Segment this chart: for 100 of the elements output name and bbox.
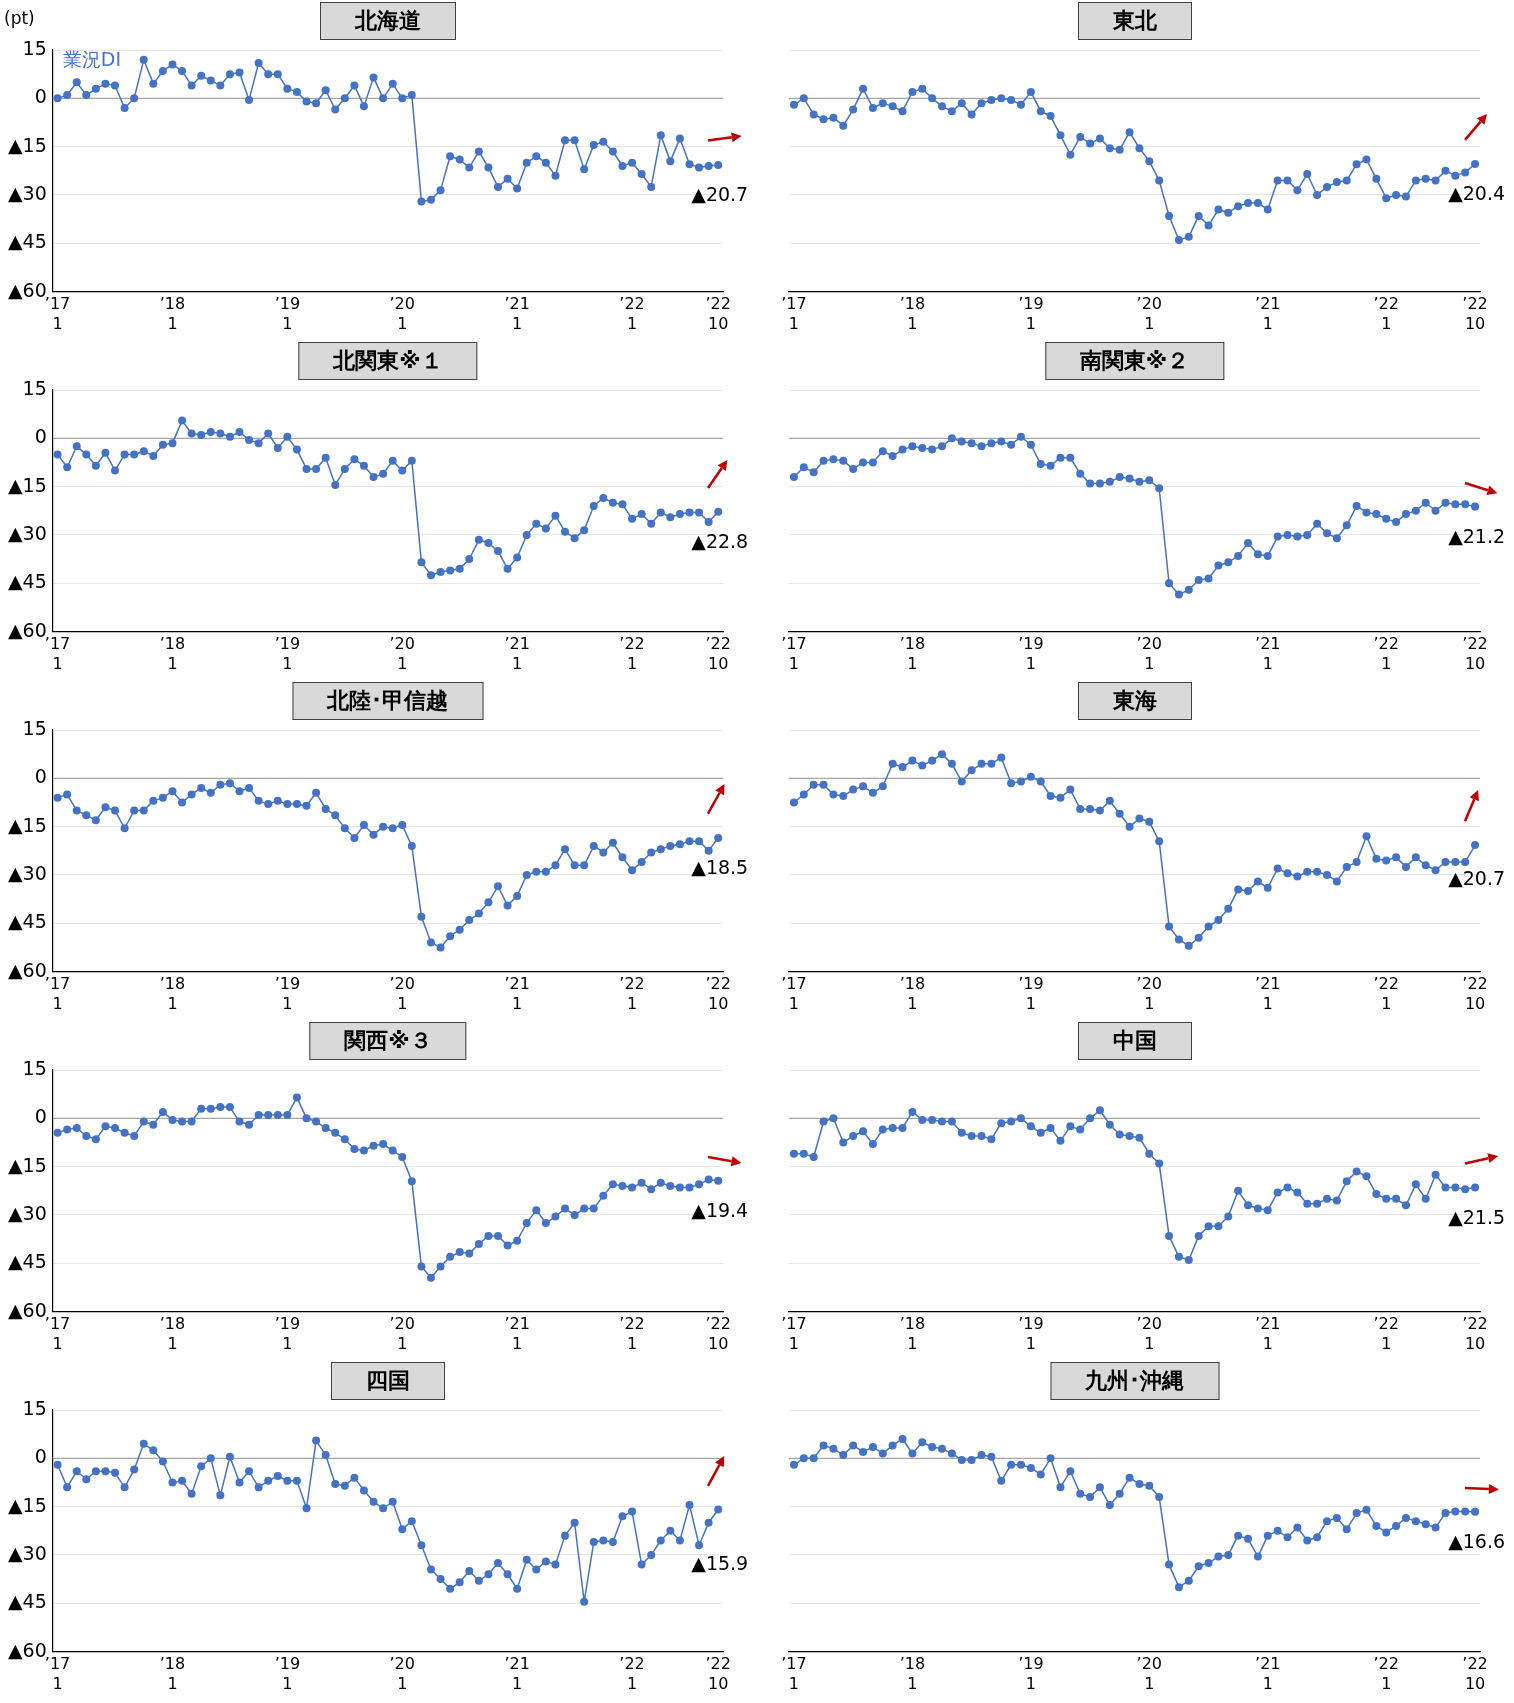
y-tick-label: 15 <box>22 716 47 739</box>
x-tick-label: ’22 1 <box>619 634 645 673</box>
x-tick-label: ’17 1 <box>44 1314 71 1353</box>
x-tick-label: ’19 1 <box>274 1654 301 1693</box>
x-tick-label: ’19 1 <box>274 974 301 1013</box>
annotation: ▲18.5 <box>691 855 749 878</box>
annotation: ▲19.4 <box>691 1198 749 1221</box>
y-tick-label: ▲30 <box>7 861 47 884</box>
y-tick-label: ▲30 <box>7 521 47 544</box>
x-tick-label: ’18 1 <box>159 634 186 673</box>
x-tick-label: ’20 1 <box>1136 634 1163 673</box>
annotation: ▲15.9 <box>691 1551 749 1574</box>
x-tick-label: ’21 1 <box>504 294 530 333</box>
x-tick-label: ’17 1 <box>44 1654 71 1693</box>
y-tick-label: ▲60 <box>7 618 47 641</box>
annotation: ▲22.8 <box>691 529 749 552</box>
x-tick-label: ’19 1 <box>1018 974 1044 1013</box>
y-axis-title: (pt) <box>4 8 35 28</box>
x-tick-label: ’21 1 <box>504 1314 530 1353</box>
x-tick-label: ’22 10 <box>705 634 731 673</box>
chart-title: 九州･沖縄 <box>1050 1362 1219 1400</box>
y-tick-label: ▲60 <box>7 278 47 301</box>
x-tick-label: ’22 10 <box>1462 1314 1488 1353</box>
y-tick-label: ▲30 <box>7 181 47 204</box>
annotation: ▲21.2 <box>1448 524 1506 547</box>
y-tick-label: 15 <box>22 36 47 59</box>
x-tick-label: ’17 1 <box>44 634 71 673</box>
y-tick-label: 0 <box>34 765 47 788</box>
x-tick-label: ’17 1 <box>781 1654 807 1693</box>
x-tick-label: ’17 1 <box>44 294 71 333</box>
x-tick-label: ’22 1 <box>1373 1654 1399 1693</box>
x-tick-label: ’17 1 <box>781 1314 807 1353</box>
x-tick-label: ’18 1 <box>899 1654 926 1693</box>
chart-title: 北海道 <box>319 2 456 40</box>
y-tick-label: ▲60 <box>7 1298 47 1321</box>
x-tick-label: ’19 1 <box>274 634 301 673</box>
x-tick-label: ’22 1 <box>619 294 645 333</box>
x-tick-label: ’22 1 <box>1373 974 1399 1013</box>
y-tick-label: ▲15 <box>7 133 47 156</box>
y-tick-label: ▲45 <box>7 1250 47 1273</box>
x-tick-label: ’17 1 <box>781 294 807 333</box>
annotation: ▲20.7 <box>1448 867 1506 889</box>
y-tick-label: ▲60 <box>7 958 47 981</box>
y-tick-label: ▲15 <box>7 473 47 496</box>
y-tick-label: ▲45 <box>7 910 47 933</box>
x-tick-label: ’21 1 <box>1255 634 1281 673</box>
x-tick-label: ’20 1 <box>1136 974 1163 1013</box>
chart-title: 北関東※１ <box>298 342 478 380</box>
x-tick-label: ’22 1 <box>1373 1314 1399 1353</box>
x-tick-label: ’18 1 <box>899 1314 926 1353</box>
x-tick-label: ’21 1 <box>504 1654 530 1693</box>
x-tick-label: ’22 10 <box>1462 974 1488 1013</box>
y-tick-label: 15 <box>22 1056 47 1079</box>
x-tick-label: ’20 1 <box>389 294 415 333</box>
x-tick-label: ’17 1 <box>781 974 807 1013</box>
x-tick-label: ’18 1 <box>159 294 186 333</box>
chart-title: 関西※３ <box>309 1022 467 1060</box>
x-tick-label: ’20 1 <box>1136 1654 1163 1693</box>
y-tick-label: ▲15 <box>7 1153 47 1176</box>
x-tick-label: ’20 1 <box>389 1654 415 1693</box>
y-tick-label: 0 <box>34 85 47 108</box>
x-tick-label: ’21 1 <box>1255 974 1281 1013</box>
y-tick-label: 0 <box>34 1105 47 1128</box>
x-tick-label: ’22 10 <box>1462 1654 1488 1693</box>
x-tick-label: ’18 1 <box>159 1654 186 1693</box>
chart-title: 北陸･甲信越 <box>292 682 484 720</box>
x-tick-label: ’22 10 <box>705 1654 731 1693</box>
y-tick-label: ▲15 <box>7 813 47 836</box>
x-tick-label: ’18 1 <box>899 294 926 333</box>
x-tick-label: ’19 1 <box>274 294 301 333</box>
x-tick-label: ’19 1 <box>1018 1654 1044 1693</box>
x-tick-label: ’17 1 <box>44 974 71 1013</box>
annotation: ▲16.6 <box>1448 1529 1506 1552</box>
x-tick-label: ’22 1 <box>1373 634 1399 673</box>
y-tick-label: ▲45 <box>7 1590 47 1613</box>
x-tick-label: ’22 10 <box>1462 294 1488 333</box>
x-tick-label: ’22 10 <box>705 294 731 333</box>
x-tick-label: ’21 1 <box>1255 1654 1281 1693</box>
x-tick-label: ’20 1 <box>1136 1314 1163 1353</box>
x-tick-label: ’21 1 <box>1255 294 1281 333</box>
y-tick-label: 15 <box>22 1396 47 1419</box>
x-tick-label: ’21 1 <box>504 634 530 673</box>
x-tick-label: ’19 1 <box>274 1314 301 1353</box>
x-tick-label: ’18 1 <box>899 634 926 673</box>
x-tick-label: ’22 10 <box>705 1314 731 1353</box>
annotation: ▲20.7 <box>691 183 749 205</box>
annotation: ▲20.4 <box>1448 182 1506 205</box>
y-tick-label: ▲30 <box>7 1201 47 1224</box>
y-tick-label: 0 <box>34 425 47 448</box>
x-tick-label: ’22 10 <box>1462 634 1488 673</box>
y-tick-label: ▲60 <box>7 1638 47 1661</box>
x-tick-label: ’20 1 <box>1136 294 1163 333</box>
x-tick-label: ’20 1 <box>389 634 415 673</box>
y-tick-label: ▲15 <box>7 1493 47 1516</box>
chart-title: 中国 <box>1077 1022 1192 1060</box>
annotation: ▲21.5 <box>1448 1205 1506 1228</box>
x-tick-label: ’17 1 <box>781 634 807 673</box>
x-tick-label: ’22 1 <box>619 1654 645 1693</box>
x-tick-label: ’19 1 <box>1018 634 1044 673</box>
x-tick-label: ’22 1 <box>619 1314 645 1353</box>
